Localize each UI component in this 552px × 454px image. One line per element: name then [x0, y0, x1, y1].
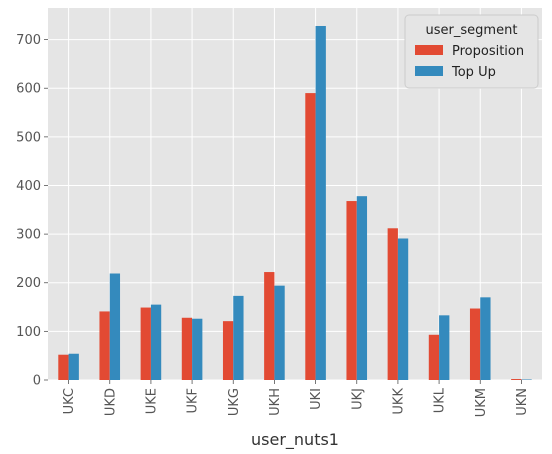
- x-tick-label: UKL: [433, 387, 448, 413]
- x-tick-label: UKH: [268, 388, 283, 416]
- x-tick-label: UKM: [474, 388, 489, 417]
- legend-swatch-top-up: [415, 66, 443, 76]
- bar-proposition-ukg: [222, 321, 234, 380]
- y-tick-label: 400: [16, 179, 41, 194]
- bar-top-up-ukh: [274, 285, 285, 380]
- x-axis-ticks: UKC UKD UKE UKF UKG UKH UKI UKJ UKK UKL UKM UKN: [62, 380, 530, 417]
- bar-top-up-uki: [315, 25, 326, 380]
- x-tick-label: UKE: [144, 388, 159, 414]
- x-tick-label: UKD: [103, 388, 118, 416]
- x-tick-label: UKG: [227, 388, 242, 416]
- bar-proposition-ukn: [511, 379, 522, 380]
- y-tick-label: 500: [16, 130, 41, 145]
- legend-label-proposition: Proposition: [452, 44, 524, 59]
- bar-top-up-uke: [150, 304, 162, 380]
- x-tick-label: UKC: [62, 388, 77, 414]
- legend-label-top-up: Top Up: [451, 65, 496, 80]
- legend-swatch-proposition: [415, 45, 443, 55]
- y-tick-label: 0: [33, 374, 41, 389]
- bar-proposition-uki: [305, 93, 316, 381]
- bar-top-up-ukf: [192, 318, 203, 380]
- bar-proposition-ukd: [99, 311, 110, 380]
- bars: [58, 25, 532, 381]
- bar-top-up-ukl: [439, 315, 450, 380]
- bar-top-up-ukj: [356, 196, 368, 380]
- y-tick-label: 200: [16, 276, 41, 291]
- y-tick-label: 700: [16, 33, 41, 48]
- bar-proposition-ukm: [469, 308, 481, 380]
- bar-proposition-ukl: [428, 334, 440, 380]
- bar-top-up-ukg: [233, 295, 244, 380]
- bar-top-up-ukm: [480, 297, 491, 380]
- y-tick-label: 100: [16, 325, 41, 340]
- y-tick-label: 600: [16, 82, 41, 97]
- x-tick-label: UKN: [515, 388, 530, 416]
- bar-proposition-ukh: [264, 272, 275, 380]
- bar-top-up-ukd: [109, 273, 121, 380]
- x-tick-label: UKF: [186, 388, 201, 414]
- x-tick-label: UKI: [309, 388, 324, 410]
- x-tick-label: UKK: [391, 388, 406, 415]
- bar-proposition-uke: [140, 307, 151, 380]
- bar-top-up-ukk: [397, 238, 409, 380]
- y-axis-ticks: 0 100 200 300 400 500 600 700: [16, 33, 48, 389]
- bar-proposition-ukj: [346, 201, 357, 380]
- bar-proposition-ukf: [181, 317, 193, 380]
- x-axis-label: user_nuts1: [251, 430, 339, 450]
- y-tick-label: 300: [16, 228, 41, 243]
- legend: user_segment Proposition Top Up: [404, 14, 539, 89]
- bar-top-up-ukc: [68, 353, 79, 380]
- bar-proposition-ukk: [387, 228, 398, 380]
- bar-proposition-ukc: [58, 354, 69, 380]
- legend-title: user_segment: [426, 23, 518, 38]
- x-tick-label: UKJ: [350, 388, 365, 410]
